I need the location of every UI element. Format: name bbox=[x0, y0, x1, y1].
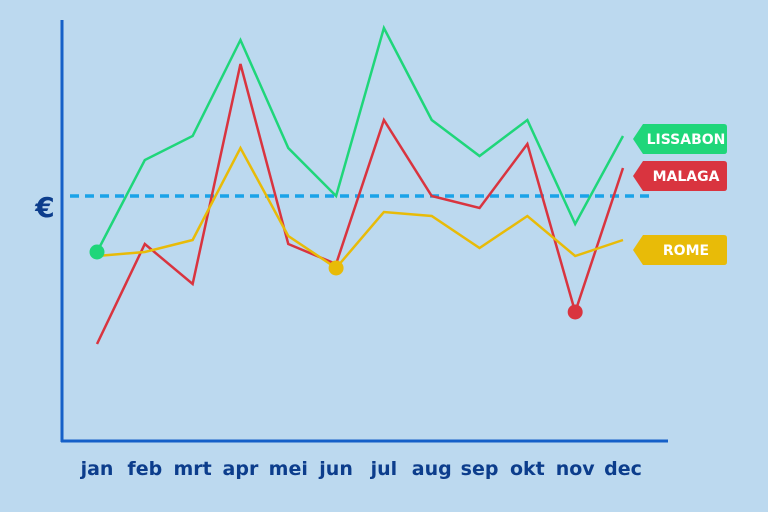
markers-layer bbox=[89, 244, 583, 320]
legend-tag-bg-malaga bbox=[633, 161, 727, 191]
x-tick-label-dec: dec bbox=[604, 458, 642, 480]
x-tick-label-feb: feb bbox=[127, 458, 162, 480]
legend-tag-rome: ROME bbox=[633, 235, 727, 265]
legend-tag-label-lissabon: LISSABON bbox=[647, 132, 726, 148]
x-tick-label-apr: apr bbox=[223, 458, 259, 480]
legend-tag-malaga: MALAGA bbox=[633, 161, 727, 191]
marker-lissabon-jan bbox=[89, 244, 105, 260]
x-tick-label-mei: mei bbox=[269, 458, 308, 480]
legend-tag-lissabon: LISSABON bbox=[633, 124, 727, 154]
marker-malaga-nov bbox=[567, 304, 583, 320]
x-tick-label-mrt: mrt bbox=[174, 458, 212, 480]
legend-tag-label-rome: ROME bbox=[663, 243, 709, 259]
series-line-malaga bbox=[95, 63, 625, 345]
x-tick-label-jun: jun bbox=[318, 458, 353, 480]
y-axis-label: € bbox=[34, 191, 54, 224]
legend-tag-bg-lissabon bbox=[633, 124, 727, 154]
series-line-lissabon bbox=[95, 24, 625, 253]
x-tick-label-jan: jan bbox=[80, 458, 114, 480]
x-tick-label-sep: sep bbox=[461, 458, 499, 480]
x-tick-labels: jan feb mrt apr mei jun jul aug sep okt nov dec bbox=[80, 458, 642, 480]
marker-rome-jun bbox=[328, 260, 344, 276]
x-tick-label-nov: nov bbox=[556, 458, 596, 480]
legend-tag-label-malaga: MALAGA bbox=[653, 169, 720, 185]
x-tick-label-aug: aug bbox=[412, 458, 452, 480]
axes-layer: € bbox=[34, 20, 668, 443]
legend-tags: LISSABON MALAGA ROME bbox=[633, 124, 727, 265]
x-tick-label-okt: okt bbox=[510, 458, 545, 480]
series-line-rome bbox=[96, 145, 624, 270]
x-tick-label-jul: jul bbox=[370, 458, 398, 480]
legend-tag-bg-rome bbox=[633, 235, 727, 265]
series-lines-layer bbox=[95, 24, 625, 345]
